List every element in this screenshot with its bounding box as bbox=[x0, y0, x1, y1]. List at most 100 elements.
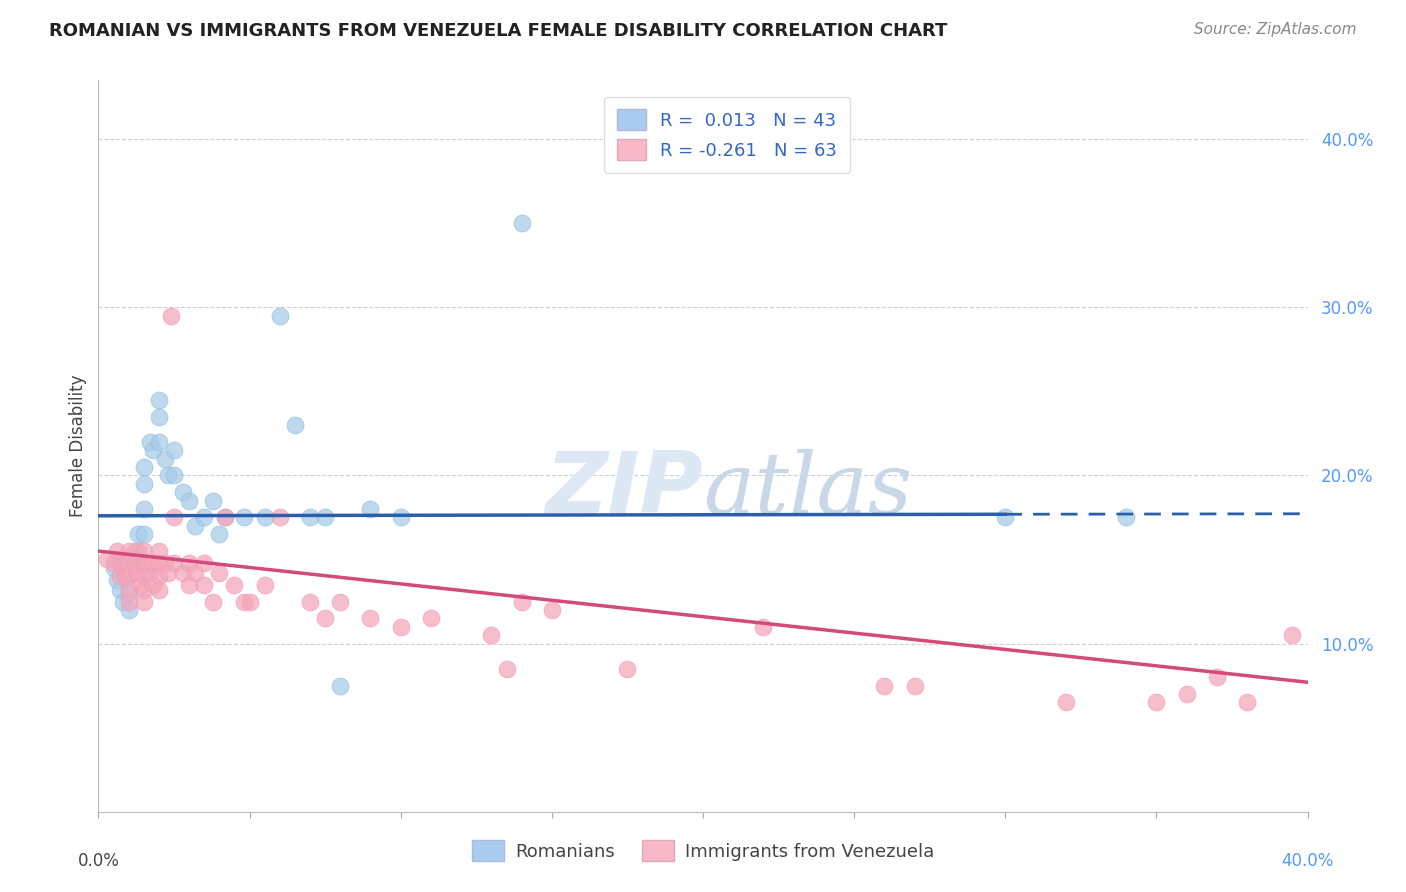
Point bbox=[156, 566, 179, 580]
Point bbox=[118, 603, 141, 617]
Point bbox=[208, 527, 231, 541]
Point bbox=[121, 566, 143, 580]
Point bbox=[118, 586, 141, 600]
Point bbox=[1236, 695, 1258, 709]
Point bbox=[132, 476, 155, 491]
Point bbox=[139, 434, 162, 449]
Point bbox=[253, 510, 276, 524]
Point bbox=[96, 552, 118, 566]
Point bbox=[118, 556, 141, 570]
Point bbox=[360, 611, 382, 625]
Point bbox=[253, 578, 276, 592]
Point bbox=[148, 582, 170, 597]
Point bbox=[148, 392, 170, 407]
Point bbox=[124, 544, 146, 558]
Point bbox=[224, 578, 246, 592]
Point bbox=[105, 573, 128, 587]
Point bbox=[127, 544, 149, 558]
Point bbox=[314, 611, 336, 625]
Point bbox=[873, 679, 896, 693]
Text: ZIP: ZIP bbox=[546, 449, 703, 532]
Point bbox=[103, 561, 125, 575]
Point bbox=[132, 569, 155, 583]
Point bbox=[495, 662, 517, 676]
Point bbox=[179, 578, 201, 592]
Point bbox=[616, 662, 638, 676]
Legend: Romanians, Immigrants from Venezuela: Romanians, Immigrants from Venezuela bbox=[464, 833, 942, 869]
Text: atlas: atlas bbox=[703, 449, 912, 532]
Point bbox=[202, 493, 225, 508]
Point bbox=[179, 556, 201, 570]
Point bbox=[132, 527, 155, 541]
Point bbox=[148, 434, 170, 449]
Point bbox=[118, 594, 141, 608]
Point bbox=[172, 566, 194, 580]
Point bbox=[239, 594, 262, 608]
Point bbox=[114, 569, 136, 583]
Point bbox=[1281, 628, 1303, 642]
Point bbox=[904, 679, 927, 693]
Point bbox=[153, 556, 176, 570]
Point bbox=[108, 582, 131, 597]
Point bbox=[193, 556, 215, 570]
Point bbox=[1206, 670, 1229, 684]
Point bbox=[148, 569, 170, 583]
Y-axis label: Female Disability: Female Disability bbox=[69, 375, 87, 517]
Point bbox=[1054, 695, 1077, 709]
Point bbox=[510, 594, 533, 608]
Point bbox=[127, 527, 149, 541]
Point bbox=[752, 620, 775, 634]
Point bbox=[163, 510, 186, 524]
Point bbox=[103, 556, 125, 570]
Point bbox=[163, 556, 186, 570]
Point bbox=[269, 309, 291, 323]
Text: Source: ZipAtlas.com: Source: ZipAtlas.com bbox=[1194, 22, 1357, 37]
Point bbox=[114, 552, 136, 566]
Point bbox=[129, 578, 152, 592]
Point bbox=[118, 544, 141, 558]
Point bbox=[510, 216, 533, 230]
Point bbox=[132, 460, 155, 475]
Point bbox=[193, 510, 215, 524]
Point bbox=[329, 679, 352, 693]
Point bbox=[111, 594, 134, 608]
Point bbox=[139, 566, 162, 580]
Point bbox=[172, 485, 194, 500]
Point bbox=[540, 603, 562, 617]
Point bbox=[232, 594, 254, 608]
Point bbox=[142, 443, 165, 458]
Point bbox=[193, 578, 215, 592]
Point bbox=[269, 510, 291, 524]
Point bbox=[118, 582, 141, 597]
Point bbox=[108, 569, 131, 583]
Point bbox=[1115, 510, 1137, 524]
Point bbox=[156, 468, 179, 483]
Point bbox=[118, 569, 141, 583]
Point bbox=[184, 566, 207, 580]
Point bbox=[132, 594, 155, 608]
Point bbox=[329, 594, 352, 608]
Point bbox=[214, 510, 236, 524]
Point bbox=[132, 556, 155, 570]
Point bbox=[389, 510, 412, 524]
Point bbox=[284, 417, 307, 432]
Point bbox=[132, 544, 155, 558]
Point bbox=[163, 468, 186, 483]
Point bbox=[179, 493, 201, 508]
Point bbox=[142, 556, 165, 570]
Point bbox=[148, 556, 170, 570]
Point bbox=[124, 556, 146, 570]
Point bbox=[299, 510, 322, 524]
Point bbox=[153, 451, 176, 466]
Point bbox=[132, 502, 155, 516]
Point bbox=[420, 611, 443, 625]
Text: 40.0%: 40.0% bbox=[1281, 852, 1334, 870]
Point bbox=[114, 569, 136, 583]
Point bbox=[105, 544, 128, 558]
Point bbox=[135, 556, 157, 570]
Point bbox=[1144, 695, 1167, 709]
Point bbox=[184, 519, 207, 533]
Point bbox=[994, 510, 1017, 524]
Text: ROMANIAN VS IMMIGRANTS FROM VENEZUELA FEMALE DISABILITY CORRELATION CHART: ROMANIAN VS IMMIGRANTS FROM VENEZUELA FE… bbox=[49, 22, 948, 40]
Point bbox=[160, 309, 183, 323]
